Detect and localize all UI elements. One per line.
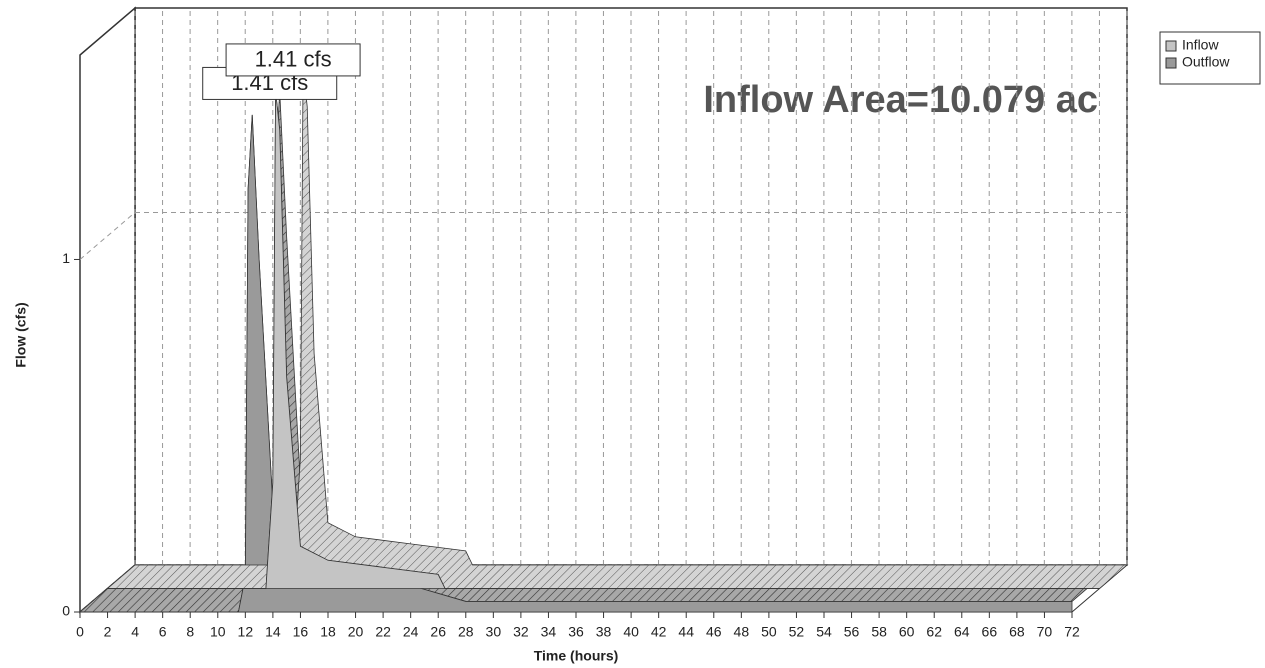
- x-tick-label: 38: [596, 624, 612, 640]
- series-area: [107, 91, 1100, 589]
- x-tick-label: 26: [430, 624, 446, 640]
- x-axis-label: Time (hours): [534, 648, 619, 664]
- x-tick-label: 24: [403, 624, 419, 640]
- x-tick-label: 42: [651, 624, 667, 640]
- x-tick-label: 10: [210, 624, 226, 640]
- x-tick-label: 46: [706, 624, 722, 640]
- x-tick-label: 20: [348, 624, 364, 640]
- x-tick-label: 2: [104, 624, 112, 640]
- x-tick-label: 44: [678, 624, 694, 640]
- annotation: Inflow Area=10.079 ac: [703, 79, 1098, 121]
- x-tick-label: 14: [265, 624, 281, 640]
- value-label-box: [225, 43, 361, 77]
- left-wall: [79, 6, 136, 614]
- x-tick-label: 62: [926, 624, 942, 640]
- x-tick-label: 16: [293, 624, 309, 640]
- legend-swatch: [1165, 40, 1177, 52]
- x-tick-label: 66: [982, 624, 998, 640]
- x-tick-label: 70: [1037, 624, 1053, 640]
- x-tick-label: 60: [899, 624, 915, 640]
- x-tick-label: 58: [871, 624, 887, 640]
- legend-label: Inflow: [1182, 37, 1219, 53]
- x-tick-label: 48: [734, 624, 750, 640]
- x-tick-label: 68: [1009, 624, 1025, 640]
- x-tick-label: 22: [375, 624, 391, 640]
- y-tick-label: 0: [62, 603, 70, 619]
- grid-line: [79, 212, 136, 260]
- x-tick-label: 4: [131, 624, 139, 640]
- x-tick-label: 54: [816, 624, 832, 640]
- y-tick-label: 1: [62, 250, 70, 266]
- x-tick-label: 72: [1064, 624, 1080, 640]
- x-tick-label: 0: [76, 624, 84, 640]
- x-tick-label: 36: [568, 624, 584, 640]
- x-tick-label: 56: [844, 624, 860, 640]
- x-tick-label: 18: [320, 624, 336, 640]
- y-axis-label: Flow (cfs): [13, 302, 29, 367]
- x-tick-label: 28: [458, 624, 474, 640]
- x-tick-label: 50: [761, 624, 777, 640]
- x-tick-label: 6: [159, 624, 167, 640]
- x-tick-label: 8: [186, 624, 194, 640]
- legend-label: Outflow: [1182, 54, 1230, 70]
- x-tick-label: 32: [513, 624, 529, 640]
- x-tick-label: 40: [623, 624, 639, 640]
- legend: [1159, 31, 1261, 85]
- x-tick-label: 12: [238, 624, 254, 640]
- x-tick-label: 52: [789, 624, 805, 640]
- value-label: 1.41 cfs: [255, 47, 332, 72]
- x-tick-label: 34: [541, 624, 557, 640]
- legend-swatch: [1165, 57, 1177, 69]
- x-tick-label: 64: [954, 624, 970, 640]
- x-tick-label: 30: [486, 624, 502, 640]
